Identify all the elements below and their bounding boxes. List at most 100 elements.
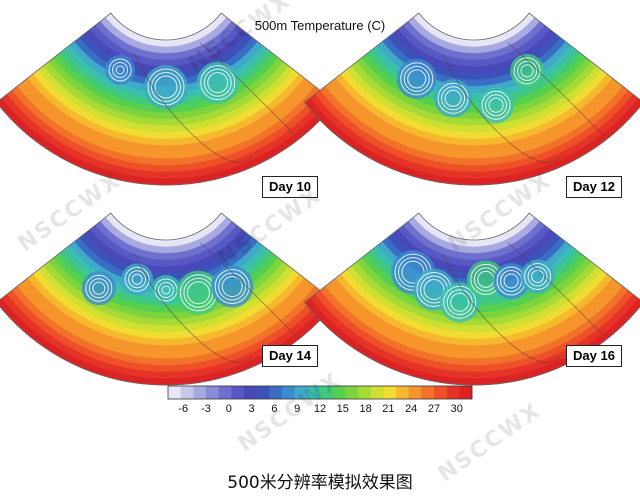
eddy-streamline: [112, 61, 129, 78]
temperature-band: [84, 229, 248, 274]
temperature-band: [350, 61, 598, 127]
map-outline: [0, 212, 336, 386]
colorbar-tick-label: 12: [314, 403, 326, 415]
eddy-fill: [144, 65, 188, 109]
temperature-band: [345, 265, 603, 333]
temperature-band: [350, 261, 598, 327]
eddy-streamline: [527, 266, 548, 287]
temperature-band: [304, 98, 640, 186]
eddy-streamline: [423, 278, 445, 300]
temperature-band: [324, 282, 624, 360]
panel-day-label: Day 12: [566, 176, 622, 198]
eddy-streamline: [214, 269, 250, 305]
temperature-band: [0, 98, 336, 186]
eddy-fill: [176, 270, 221, 315]
colorbar-tick-label: 18: [359, 403, 371, 415]
colorbar-swatch: [256, 386, 270, 399]
eddy-streamline: [450, 292, 470, 312]
temperature-band: [94, 221, 238, 261]
temperature-band: [42, 61, 290, 127]
temperature-band: [37, 265, 295, 333]
coastline: [507, 42, 604, 136]
temperature-band: [42, 261, 290, 327]
map-panel-2: [304, 12, 640, 186]
colorbar-swatch: [269, 386, 283, 399]
coastline: [442, 254, 561, 363]
map-panel-3: [0, 212, 336, 386]
colorbar-swatch: [434, 386, 447, 399]
eddy-streamline: [520, 64, 534, 78]
eddy-fill: [196, 61, 239, 104]
eddy-fill: [478, 87, 515, 124]
colorbar-swatch: [332, 386, 346, 399]
colorbar-swatch: [218, 386, 232, 399]
eddy-streamline: [200, 65, 236, 101]
panel-day-label: Day 16: [566, 345, 622, 367]
eddy-streamline: [154, 75, 178, 99]
eddy-fill: [396, 58, 437, 99]
colorbar-swatch: [206, 386, 219, 399]
colorbar-tick-label: -6: [178, 403, 188, 415]
map-panel-1: [0, 12, 336, 186]
map-outline: [304, 212, 640, 386]
colorbar-swatch: [459, 386, 473, 399]
eddy-streamline: [115, 65, 125, 75]
eddy-streamline: [517, 60, 538, 81]
temperature-band: [319, 86, 629, 166]
eddy-streamline: [481, 90, 511, 120]
panel-day-label: Day 10: [262, 176, 318, 198]
temperature-band: [32, 69, 300, 140]
colorbar-tick-label: 27: [428, 403, 440, 415]
eddy-fill: [434, 79, 473, 118]
temperature-band: [22, 278, 310, 353]
temperature-band: [397, 25, 551, 67]
colorbar-tick-label: 21: [382, 403, 394, 415]
temperature-band: [74, 237, 258, 287]
temperature-band: [16, 282, 316, 360]
temperature-band: [37, 65, 295, 133]
eddy-streamline: [446, 289, 473, 316]
eddy-streamline: [488, 97, 504, 113]
eddy-streamline: [400, 62, 434, 96]
temperature-band: [100, 17, 232, 54]
eddy-streamline: [503, 273, 519, 289]
temperature-band: [89, 225, 243, 267]
temperature-band: [392, 229, 556, 274]
eddy-streamline: [124, 266, 150, 292]
colorbar-swatch: [282, 386, 295, 399]
temperature-band: [314, 90, 634, 173]
colorbar-tick-label: -3: [201, 403, 211, 415]
temperature-band: [6, 90, 326, 173]
colorbar-swatch: [307, 386, 321, 399]
eddy-fill: [520, 259, 555, 294]
colorbar-swatch: [446, 386, 460, 399]
colorbar-swatch: [168, 386, 181, 399]
colorbar-swatch: [383, 386, 397, 399]
eddy-fill: [439, 282, 480, 323]
temperature-band: [89, 25, 243, 67]
temperature-band: [11, 286, 321, 366]
colorbar-tick-label: 9: [294, 403, 300, 415]
eddy-streamline: [131, 273, 143, 285]
eddy-streamline: [203, 68, 232, 97]
colorbar-swatch: [294, 386, 308, 399]
colorbar-swatch: [244, 386, 257, 399]
colorbar-tick-label: 15: [337, 403, 349, 415]
colorbar-swatch: [358, 386, 371, 399]
temperature-band: [27, 73, 305, 146]
temperature-band: [1, 94, 331, 179]
colorbar-swatch: [396, 386, 409, 399]
colorbar-tick-label: 6: [271, 403, 277, 415]
coastline: [507, 242, 604, 336]
temperature-band: [32, 269, 300, 340]
temperature-band: [304, 298, 640, 386]
temperature-band: [309, 294, 639, 379]
temperature-band: [6, 290, 326, 373]
temperature-band: [79, 233, 253, 281]
temperature-band: [330, 78, 618, 153]
temperature-band: [345, 65, 603, 133]
map-outline: [0, 12, 336, 186]
panel-day-label: Day 14: [262, 345, 318, 367]
temperature-band: [413, 13, 535, 48]
